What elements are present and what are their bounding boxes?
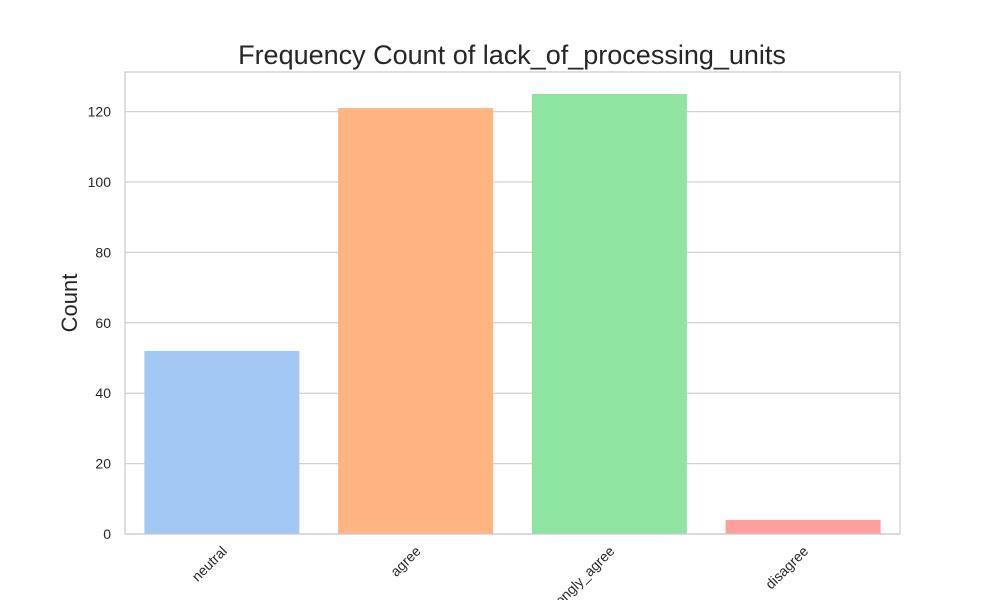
bar-agree xyxy=(338,108,494,534)
y-tick-label: 60 xyxy=(95,315,111,331)
y-axis-label: Count xyxy=(57,274,82,333)
x-tick-label: strongly_agree xyxy=(541,543,618,600)
y-tick-label: 100 xyxy=(88,174,112,190)
y-tick-label: 40 xyxy=(95,385,111,401)
y-tick-label: 20 xyxy=(95,456,111,472)
y-tick-labels: 0 20 40 60 80 100 120 xyxy=(88,104,112,542)
x-tick-labels: neutral agree strongly_agree disagree xyxy=(188,543,811,600)
bar-disagree xyxy=(725,519,881,534)
x-tick-label: neutral xyxy=(188,543,230,585)
bar-strongly-agree xyxy=(531,94,687,534)
y-tick-label: 80 xyxy=(95,244,111,260)
y-tick-label: 120 xyxy=(88,104,112,120)
x-tick-label: agree xyxy=(387,543,424,580)
x-tick-label: disagree xyxy=(762,543,811,592)
bar-neutral xyxy=(144,350,300,534)
y-tick-label: 0 xyxy=(103,526,111,542)
plot-area-frame xyxy=(124,71,901,535)
bars xyxy=(144,94,881,534)
chart-title: Frequency Count of lack_of_processing_un… xyxy=(238,40,786,70)
